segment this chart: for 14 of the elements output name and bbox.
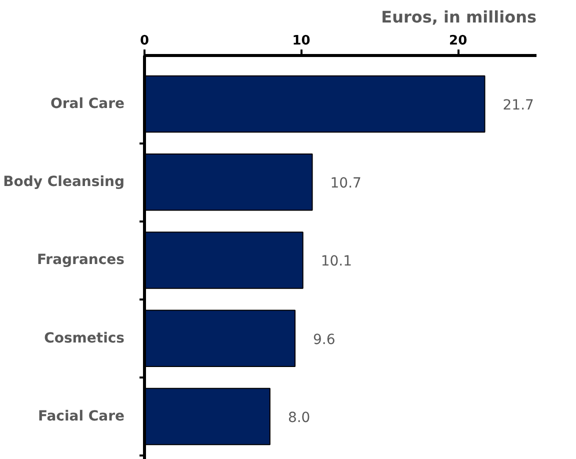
y-tick-label: Body Cleansing (3, 174, 125, 190)
x-tick-label: 10 (292, 34, 310, 48)
data-label: 21.7 (502, 97, 534, 114)
data-label: 10.1 (320, 254, 352, 270)
data-label: 9.6 (313, 332, 336, 348)
y-tick-label: Facial Care (38, 408, 124, 425)
x-tick-label: 20 (449, 34, 468, 48)
x-axis-title: Euros, in millions (381, 8, 537, 26)
data-label: 10.7 (330, 176, 362, 192)
y-tick-label: Oral Care (50, 96, 124, 112)
data-label: 8.0 (288, 410, 310, 426)
x-tick-label: 0 (140, 34, 150, 48)
y-tick-label: Fragrances (37, 252, 125, 268)
y-tick-label: Cosmetics (44, 330, 125, 346)
